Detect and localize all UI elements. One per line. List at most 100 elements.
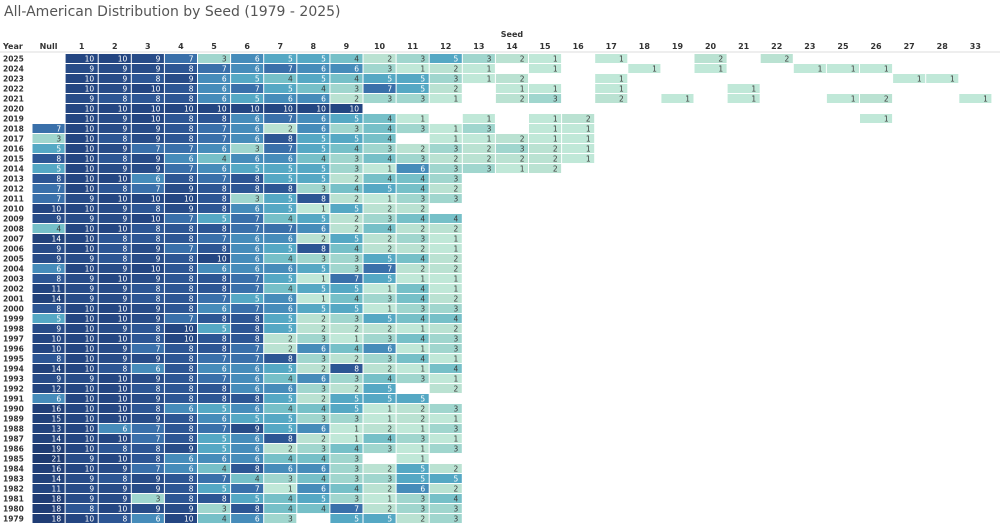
heatmap-cell [495,94,528,103]
heatmap-cell [396,504,429,513]
cell-label: 2 [354,94,359,103]
cell-label: 8 [189,254,194,263]
cell-label: 8 [189,94,194,103]
heatmap-cell [65,504,98,513]
heatmap-cell [396,214,429,223]
heatmap-cell [98,514,131,523]
heatmap-cell [297,204,330,213]
heatmap-cell [396,264,429,273]
heatmap-cell [429,404,462,413]
heatmap-cell [65,394,98,403]
row-label: 1982 [3,484,24,493]
heatmap-cell [793,64,826,73]
heatmap-cell [231,104,264,113]
heatmap-cell [131,474,164,483]
heatmap-cell [164,124,197,133]
heatmap-cell [32,324,65,333]
heatmap-cell [529,94,562,103]
cell-label: 7 [156,424,161,433]
cell-label: 10 [85,314,95,323]
cell-label: 10 [118,504,128,513]
cell-label: 8 [189,474,194,483]
cell-label: 3 [487,164,492,173]
cell-label: 1 [983,94,988,103]
heatmap-cell [164,244,197,253]
cell-label: 1 [553,114,558,123]
cell-label: 11 [52,484,62,493]
cell-label: 2 [718,54,723,63]
heatmap-cell [363,264,396,273]
heatmap-cell [32,124,65,133]
heatmap-cell [131,444,164,453]
heatmap-cell [65,94,98,103]
heatmap-cell [65,214,98,223]
heatmap-cell [164,314,197,323]
heatmap-cell [231,284,264,293]
cell-label: 8 [123,244,128,253]
heatmap-cell [495,74,528,83]
heatmap-cell [98,64,131,73]
heatmap-cell [231,134,264,143]
cell-label: 3 [321,384,326,393]
cell-label: 4 [420,294,425,303]
cell-label: 8 [222,204,227,213]
cell-label: 10 [85,74,95,83]
cell-label: 4 [354,294,359,303]
cell-label: 10 [151,114,161,123]
cell-label: 5 [321,284,326,293]
heatmap-cell [164,324,197,333]
heatmap-cell [330,424,363,433]
heatmap-cell [363,414,396,423]
heatmap-cell [198,464,231,473]
heatmap-cell [65,334,98,343]
heatmap-cell [661,94,694,103]
heatmap-cell [65,264,98,273]
heatmap-cell [164,224,197,233]
heatmap-cell [562,114,595,123]
heatmap-cell [65,144,98,153]
cell-label: 3 [387,94,392,103]
heatmap-cell [264,184,297,193]
cell-label: 3 [321,444,326,453]
cell-label: 8 [255,394,260,403]
heatmap-cell [363,394,396,403]
heatmap-cell [363,214,396,223]
cell-label: 1 [454,414,459,423]
cell-label: 8 [189,364,194,373]
heatmap-cell [330,274,363,283]
heatmap-cell [297,504,330,513]
row-label: 2013 [3,174,24,183]
heatmap-cell [65,184,98,193]
heatmap-cell [131,204,164,213]
heatmap-cell [429,284,462,293]
heatmap-cell [198,494,231,503]
cell-label: 9 [123,294,128,303]
cell-label: 2 [387,484,392,493]
heatmap-cell [330,224,363,233]
heatmap-cell [65,134,98,143]
cell-label: 7 [156,464,161,473]
heatmap-cell [131,54,164,63]
heatmap-cell [98,464,131,473]
heatmap-cell [65,174,98,183]
heatmap-cell [330,184,363,193]
heatmap-cell [98,234,131,243]
heatmap-cell [131,254,164,263]
heatmap-cell [164,274,197,283]
cell-label: 1 [619,84,624,93]
cell-label: 9 [156,154,161,163]
cell-label: 9 [189,444,194,453]
heatmap-cell [65,244,98,253]
cell-label: 2 [454,254,459,263]
heatmap-cell [396,494,429,503]
heatmap-cell [297,304,330,313]
cell-label: 4 [56,224,61,233]
cell-label: 8 [189,394,194,403]
cell-label: 2 [288,334,293,343]
heatmap-cell [131,364,164,373]
heatmap-cell [760,54,793,63]
cell-label: 8 [189,124,194,133]
heatmap-cell [198,404,231,413]
row-label: 1986 [3,444,24,453]
cell-label: 1 [387,284,392,293]
